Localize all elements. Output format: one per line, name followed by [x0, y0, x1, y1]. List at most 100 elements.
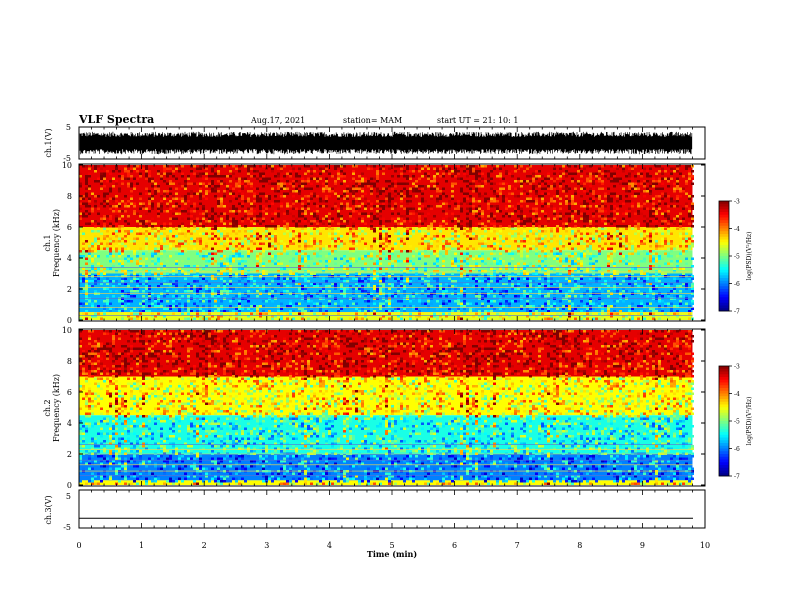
spectrogram-cell: [130, 300, 133, 303]
spectrogram-cell: [421, 212, 424, 215]
spectrogram-cell: [160, 262, 163, 265]
spectrogram-cell: [586, 207, 589, 210]
spectrogram-cell: [232, 192, 235, 195]
spectrogram-cell: [202, 225, 205, 228]
spectrogram-cell: [385, 257, 388, 260]
spectrogram-cell: [109, 290, 112, 293]
spectrogram-cell: [361, 195, 364, 198]
spectrogram-cell: [262, 305, 265, 308]
spectrogram-cell: [454, 247, 457, 250]
spectrogram-cell: [235, 272, 238, 275]
spectrogram-cell: [490, 222, 493, 225]
spectrogram-cell: [610, 247, 613, 250]
spectrogram-cell: [187, 217, 190, 220]
spectrogram-cell: [229, 300, 232, 303]
spectrogram-cell: [100, 167, 103, 170]
spectrogram-cell: [529, 305, 532, 308]
spectrogram-cell: [364, 312, 367, 315]
spectrogram-cell: [106, 170, 109, 173]
spectrogram-cell: [439, 195, 442, 198]
spectrogram-cell: [469, 270, 472, 273]
spectrogram-cell: [313, 262, 316, 265]
spectrogram-cell: [163, 237, 166, 240]
spectrogram-cell: [616, 272, 619, 275]
spectrogram-cell: [526, 235, 529, 238]
spectrogram-cell: [313, 210, 316, 213]
spectrogram-cell: [244, 235, 247, 238]
spectrogram-cell: [412, 295, 415, 298]
spectrogram-cell: [100, 202, 103, 205]
spectrogram-cell: [421, 277, 424, 280]
spectrogram-cell: [406, 277, 409, 280]
spectrogram-cell: [247, 305, 250, 308]
spectrogram-cell: [166, 290, 169, 293]
spectrogram-cell: [199, 285, 202, 288]
spectrogram-cell: [220, 200, 223, 203]
spectrogram-cell: [205, 192, 208, 195]
spectrogram-cell: [511, 272, 514, 275]
spectrogram-cell: [637, 180, 640, 183]
spectrogram-cell: [298, 200, 301, 203]
spectrogram-cell: [601, 225, 604, 228]
spectrogram-cell: [463, 300, 466, 303]
spectrogram-cell: [175, 177, 178, 180]
spectrogram-cell: [271, 165, 274, 168]
spectrogram-cell: [526, 250, 529, 253]
spectrogram-cell: [406, 237, 409, 240]
spectrogram-cell: [457, 265, 460, 268]
spectrogram-cell: [583, 235, 586, 238]
spectrogram-cell: [118, 240, 121, 243]
spectrogram-cell: [469, 227, 472, 230]
spectrogram-cell: [115, 270, 118, 273]
spectrogram-cell: [139, 250, 142, 253]
spectrogram-cell: [136, 315, 139, 318]
spectrogram-cell: [514, 232, 517, 235]
spectrogram-cell: [118, 210, 121, 213]
spectrogram-cell: [535, 235, 538, 238]
spectrogram-cell: [286, 222, 289, 225]
spectrogram-cell: [349, 187, 352, 190]
spectrogram-cell: [589, 175, 592, 178]
spectrogram-cell: [253, 260, 256, 263]
spectrogram-cell: [361, 280, 364, 283]
spectrogram-cell: [436, 277, 439, 280]
spectrogram-cell: [568, 305, 571, 308]
spectrogram-cell: [604, 175, 607, 178]
spectrogram-cell: [397, 255, 400, 258]
spectrogram-cell: [355, 290, 358, 293]
spectrogram-cell: [460, 245, 463, 248]
spectrogram-cell: [628, 182, 631, 185]
spectrogram-cell: [313, 250, 316, 253]
spectrogram-cell: [469, 165, 472, 168]
spectrogram-cell: [385, 197, 388, 200]
spectrogram-cell: [97, 305, 100, 308]
spectrogram-cell: [211, 215, 214, 218]
spectrogram-cell: [517, 180, 520, 183]
spectrogram-cell: [97, 277, 100, 280]
spectrogram-cell: [256, 195, 259, 198]
spectrogram-cell: [190, 195, 193, 198]
spectrogram-cell: [145, 315, 148, 318]
spectrogram-cell: [145, 310, 148, 313]
spectrogram-cell: [190, 222, 193, 225]
spectrogram-cell: [325, 310, 328, 313]
spectrogram-cell: [331, 245, 334, 248]
spectrogram-cell: [568, 200, 571, 203]
spectrogram-cell: [97, 250, 100, 253]
spectrogram-cell: [376, 217, 379, 220]
spectrogram-cell: [178, 250, 181, 253]
spectrogram-cell: [151, 312, 154, 315]
spectrogram-cell: [544, 305, 547, 308]
spectrogram-cell: [565, 222, 568, 225]
spectrogram-cell: [505, 302, 508, 305]
spectrogram-cell: [334, 295, 337, 298]
spectrogram-cell: [145, 277, 148, 280]
spectrogram-cell: [133, 177, 136, 180]
spectrogram-cell: [427, 247, 430, 250]
spectrogram-cell: [115, 182, 118, 185]
spectrogram-cell: [418, 220, 421, 223]
spectrogram-cell: [289, 260, 292, 263]
spectrogram-cell: [187, 295, 190, 298]
spectrogram-cell: [241, 270, 244, 273]
spectrogram-cell: [313, 167, 316, 170]
